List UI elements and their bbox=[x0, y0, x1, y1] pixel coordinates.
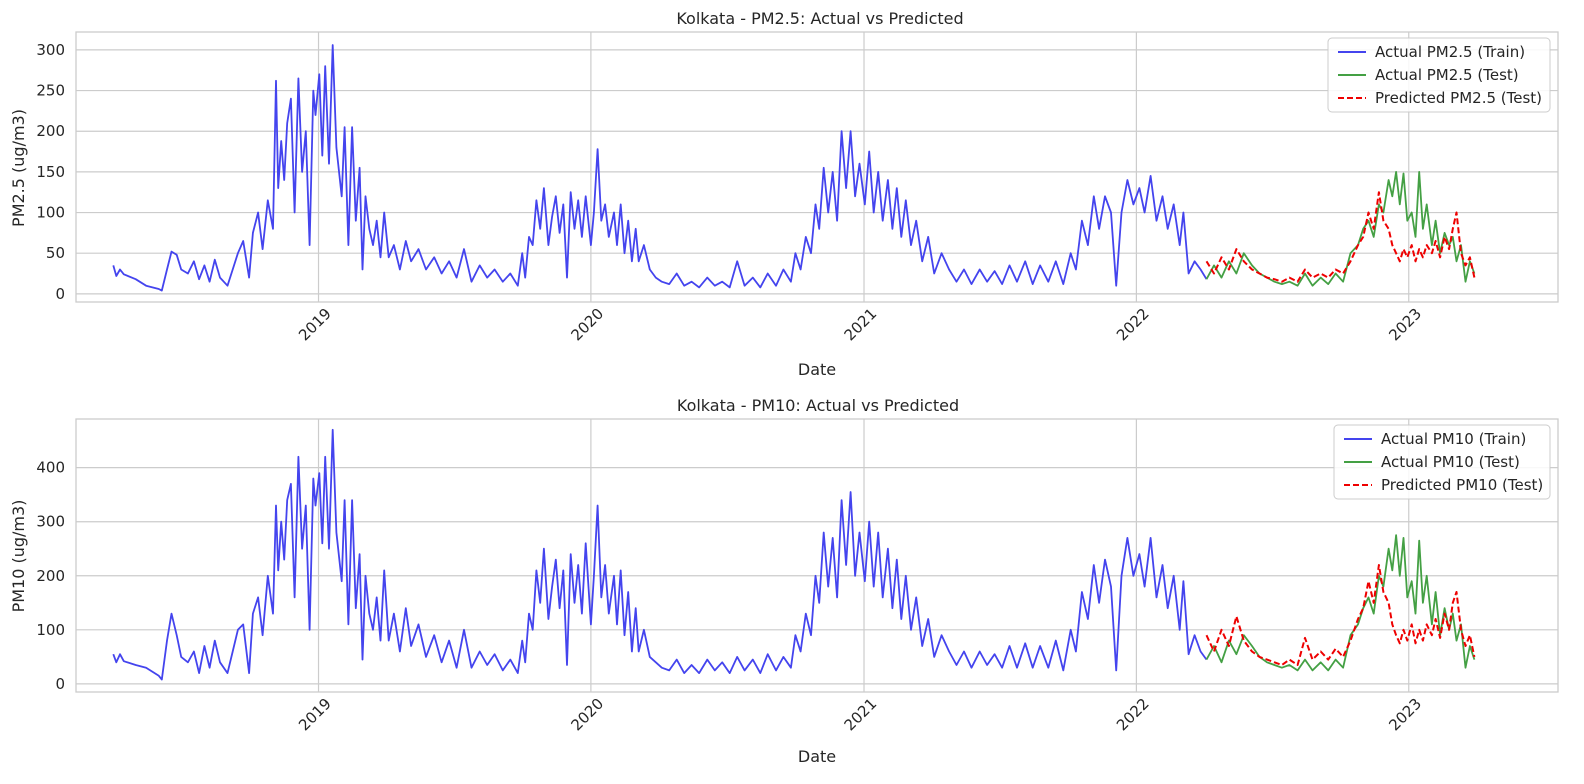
y-tick-labels: 0 50 100 150 200 250 300 bbox=[36, 41, 65, 303]
y-tick-label: 0 bbox=[55, 285, 65, 303]
x-axis-label: Date bbox=[798, 360, 836, 379]
series-line-0 bbox=[112, 428, 1208, 681]
series-layer bbox=[112, 44, 1476, 292]
y-tick-label: 300 bbox=[36, 41, 65, 59]
gridlines bbox=[76, 419, 1558, 692]
plot-frame bbox=[75, 31, 1559, 303]
y-tick-label: 0 bbox=[55, 675, 65, 693]
series-layer bbox=[112, 428, 1476, 681]
y-tick-label: 200 bbox=[36, 122, 65, 140]
gridlines bbox=[76, 32, 1558, 302]
y-tick-label: 400 bbox=[36, 459, 65, 477]
series-line-0 bbox=[112, 44, 1208, 292]
legend-label: Actual PM10 (Test) bbox=[1381, 453, 1520, 471]
y-tick-label: 300 bbox=[36, 513, 65, 531]
series-line-2 bbox=[1205, 564, 1476, 666]
legend: Actual PM10 (Train) Actual PM10 (Test) Pre… bbox=[1333, 424, 1551, 500]
series-line-2 bbox=[1205, 191, 1476, 283]
legend-label: Predicted PM2.5 (Test) bbox=[1375, 89, 1542, 107]
legend-box bbox=[1333, 424, 1551, 500]
y-tick-label: 150 bbox=[36, 163, 65, 181]
y-axis-label: PM2.5 (ug/m3) bbox=[9, 109, 28, 227]
legend-box bbox=[1327, 37, 1551, 113]
y-tick-label: 100 bbox=[36, 204, 65, 222]
y-tick-label: 100 bbox=[36, 621, 65, 639]
y-tick-label: 200 bbox=[36, 567, 65, 585]
y-tick-labels: 0 100 200 300 400 bbox=[36, 459, 65, 693]
y-axis-label: PM10 (ug/m3) bbox=[9, 500, 28, 613]
y-tick-label: 50 bbox=[46, 244, 65, 262]
legend-label: Actual PM2.5 (Test) bbox=[1375, 66, 1519, 84]
chart-title: Kolkata - PM2.5: Actual vs Predicted bbox=[676, 9, 963, 28]
chart-title: Kolkata - PM10: Actual vs Predicted bbox=[677, 396, 959, 415]
plot-frame bbox=[75, 418, 1559, 693]
legend: Actual PM2.5 (Train) Actual PM2.5 (Test) P… bbox=[1327, 37, 1551, 113]
x-axis-label: Date bbox=[798, 747, 836, 766]
y-tick-label: 250 bbox=[36, 82, 65, 100]
legend-label: Actual PM2.5 (Train) bbox=[1375, 43, 1525, 61]
legend-label: Actual PM10 (Train) bbox=[1381, 430, 1526, 448]
legend-label: Predicted PM10 (Test) bbox=[1381, 476, 1543, 494]
